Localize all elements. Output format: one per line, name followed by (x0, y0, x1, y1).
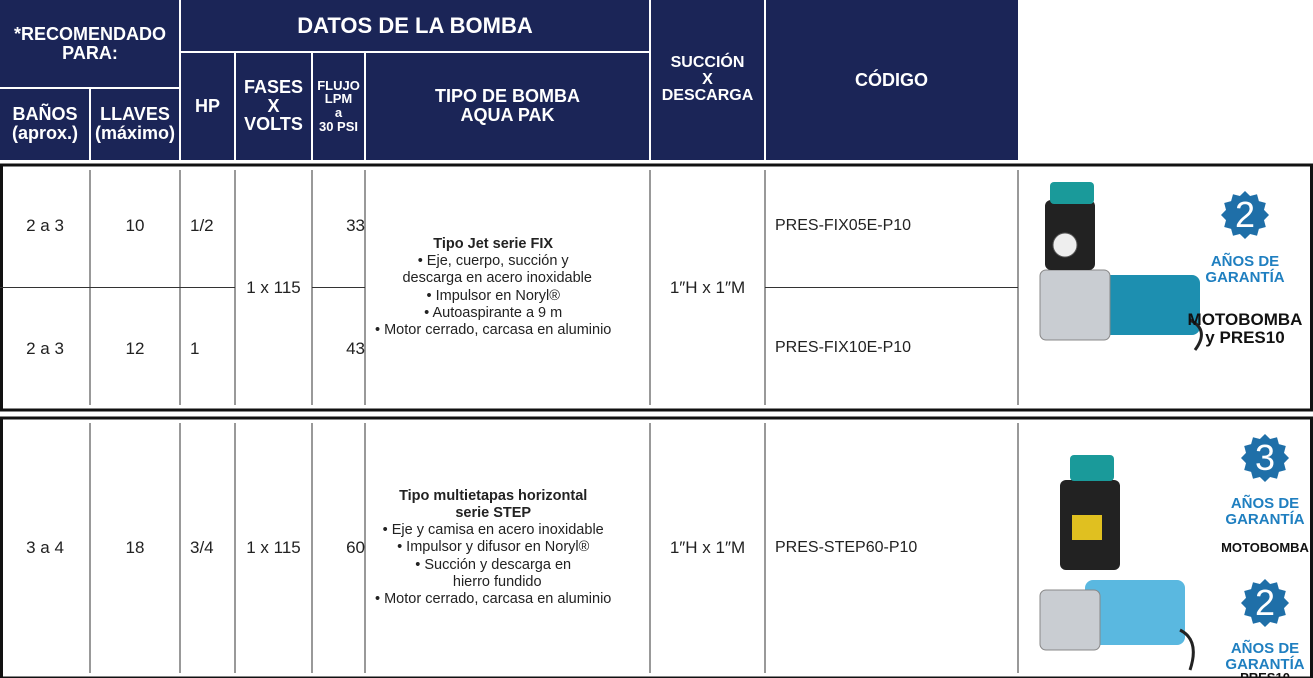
type-feature: • Motor cerrado, carcasa en aluminio (375, 590, 612, 607)
flow-cell: 43 (346, 338, 365, 358)
warranty-badge (1221, 191, 1269, 239)
keys-cell: 18 (125, 538, 145, 558)
warranty-applies: PRES10 (1240, 670, 1290, 678)
header-cell: *RECOMENDADO PARA: (13, 24, 166, 63)
pump-image (1039, 455, 1195, 671)
type-cell: Tipo multietapas horizontal serie STEP • … (365, 418, 650, 678)
phases-cell: 1 x 115 (246, 277, 301, 297)
code-cell: PRES-STEP60-P10 (775, 538, 918, 556)
suction-cell: 1″H x 1″M (669, 277, 746, 297)
header-lines (0, 0, 766, 160)
type-feature: • Motor cerrado, carcasa en aluminio (375, 321, 612, 338)
header-cell: FASES X VOLTS (243, 76, 304, 135)
warranty-label: AÑOS DE GARANTÍA (1225, 640, 1305, 673)
type-feature: • Autoaspirante a 9 m (424, 304, 563, 321)
baths-cell: 3 a 4 (26, 538, 64, 558)
hp-cell: 3/4 (190, 538, 214, 558)
warranty-label: AÑOS DE GARANTÍA (1205, 253, 1285, 286)
keys-cell: 12 (125, 338, 145, 358)
type-text: Tipo multietapas horizontal serie STEP • … (375, 488, 611, 608)
header-cell: SUCCIÓN X DESCARGA (661, 53, 754, 105)
header-cell: BAÑOS (aprox.) (11, 104, 78, 143)
hp-cell: 1/2 (190, 216, 214, 236)
keys-cell: 10 (125, 216, 145, 236)
header-cell: FLUJO LPM a 30 PSI (317, 77, 360, 134)
header-cell: CÓDIGO (854, 69, 928, 90)
pump-image (1039, 182, 1203, 351)
type-feature: • Eje, cuerpo, succión y descarga en ace… (402, 253, 592, 287)
flow-cell: 60 (346, 538, 365, 558)
type-feature: • Impulsor en Noryl® (426, 287, 560, 304)
group-border (0, 416, 1313, 678)
flow-cell: 33 (346, 216, 365, 236)
warranty-years: 2 (1254, 582, 1276, 624)
warranty-years: 2 (1234, 194, 1256, 236)
warranty-badge (1241, 434, 1289, 482)
type-title: Tipo multietapas horizontal serie STEP (399, 488, 588, 522)
warranty-applies: MOTOBOMBA y PRES10 (1187, 310, 1303, 347)
type-feature: • Succión y descarga en hierro fundido (415, 556, 572, 590)
header-cell: TIPO DE BOMBA AQUA PAK (434, 86, 580, 125)
phases-cell: 1 x 115 (246, 538, 301, 558)
hp-cell: 1 (190, 338, 200, 358)
baths-cell: 2 a 3 (26, 216, 64, 236)
header-cell: DATOS DE LA BOMBA (297, 13, 533, 39)
code-cell: PRES-FIX10E-P10 (775, 339, 912, 357)
warranty-applies: MOTOBOMBA (1221, 540, 1309, 556)
suction-cell: 1″H x 1″M (669, 538, 746, 558)
warranty-label: AÑOS DE GARANTÍA (1225, 495, 1305, 528)
type-cell: Tipo Jet serie FIX • Eje, cuerpo, succión… (365, 165, 650, 410)
type-title: Tipo Jet serie FIX (433, 236, 554, 253)
header-bg (0, 0, 1018, 160)
header-cell: HP (194, 95, 220, 116)
warranty-years: 3 (1254, 437, 1276, 479)
header-cell: LLAVES (máximo) (94, 104, 175, 143)
type-text: Tipo Jet serie FIX • Eje, cuerpo, succión… (375, 236, 611, 339)
code-cell: PRES-FIX05E-P10 (775, 216, 912, 234)
warranty-badge (1241, 579, 1289, 627)
type-feature: • Impulsor y difusor en Noryl® (397, 539, 590, 556)
type-feature: • Eje y camisa en acero inoxidable (382, 522, 604, 539)
baths-cell: 2 a 3 (26, 338, 64, 358)
